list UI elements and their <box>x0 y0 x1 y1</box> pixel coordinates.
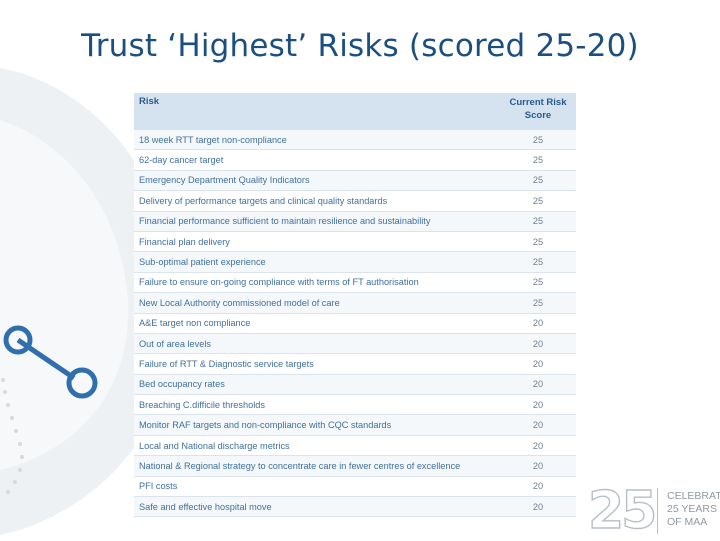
table-row: Monitor RAF targets and non-compliance w… <box>134 414 576 436</box>
table-row: Safe and effective hospital move 20 <box>134 496 576 518</box>
risk-cell: Bed occupancy rates <box>134 374 500 396</box>
header-row: Risk Current Risk Score <box>134 93 576 130</box>
risk-cell: Financial performance sufficient to main… <box>134 211 500 232</box>
risk-cell: Delivery of performance targets and clin… <box>134 190 500 212</box>
table-body: 18 week RTT target non-compliance 25 62-d… <box>134 130 576 518</box>
score-cell: 20 <box>500 394 576 416</box>
risk-cell: Emergency Department Quality Indicators <box>134 170 500 192</box>
risk-cell: Breaching C.difficile thresholds <box>134 394 500 416</box>
table-row: Failure to ensure on-going compliance wi… <box>134 272 576 294</box>
risk-cell: Local and National discharge metrics <box>134 435 500 457</box>
risk-cell: Out of area levels <box>134 333 500 355</box>
risk-cell: National & Regional strategy to concentr… <box>134 455 500 477</box>
score-cell: 25 <box>500 272 576 294</box>
table-row: Emergency Department Quality Indicators 2… <box>134 170 576 192</box>
table-row: New Local Authority commissioned model o… <box>134 292 576 314</box>
risk-table: Risk Current Risk Score 18 week RTT targ… <box>134 93 576 518</box>
risk-cell: 62-day cancer target <box>134 149 500 171</box>
table-row: 18 week RTT target non-compliance 25 <box>134 130 576 151</box>
score-cell: 25 <box>500 231 576 253</box>
logo-number: 25 <box>587 481 658 541</box>
table-row: Out of area levels 20 <box>134 333 576 355</box>
table-row: Failure of RTT & Diagnostic service targ… <box>134 353 576 375</box>
score-cell: 20 <box>500 333 576 355</box>
column-header-score: Current Risk Score <box>500 93 576 130</box>
table-row: Delivery of performance targets and clin… <box>134 190 576 212</box>
table-row: Local and National discharge metrics 20 <box>134 435 576 457</box>
table-row: Breaching C.difficile thresholds 20 <box>134 394 576 416</box>
score-cell: 25 <box>500 149 576 171</box>
score-cell: 20 <box>500 435 576 457</box>
table-row: Financial performance sufficient to main… <box>134 211 576 232</box>
risk-cell: Failure of RTT & Diagnostic service targ… <box>134 353 500 375</box>
score-cell: 20 <box>500 313 576 334</box>
table-row: Financial plan delivery 25 <box>134 231 576 253</box>
risk-cell: A&E target non compliance <box>134 313 500 334</box>
risk-cell: Monitor RAF targets and non-compliance w… <box>134 414 500 436</box>
table-row: Sub-optimal patient experience 25 <box>134 251 576 273</box>
score-cell: 20 <box>500 374 576 396</box>
logo-text: CELEBRATING 25 YEARS OF MAA <box>667 490 720 529</box>
score-cell: 25 <box>500 190 576 212</box>
score-cell: 20 <box>500 414 576 436</box>
table-row: PFI costs 20 <box>134 476 576 498</box>
logo-divider <box>657 488 658 534</box>
risk-cell: Safe and effective hospital move <box>134 496 500 518</box>
column-header-score-line1: Current Risk <box>509 97 567 108</box>
slide-title: Trust ‘Highest’ Risks (scored 25-20) <box>81 28 639 64</box>
risk-cell: Sub-optimal patient experience <box>134 251 500 273</box>
table-row: A&E target non compliance 20 <box>134 313 576 334</box>
column-header-risk: Risk <box>134 93 500 130</box>
score-cell: 20 <box>500 455 576 477</box>
score-cell: 25 <box>500 170 576 192</box>
risk-cell: PFI costs <box>134 476 500 498</box>
table-header: Risk Current Risk Score <box>134 93 576 130</box>
logo-line-1: CELEBRATING <box>667 490 720 502</box>
risk-cell: Failure to ensure on-going compliance wi… <box>134 272 500 294</box>
score-cell: 20 <box>500 353 576 375</box>
risk-cell: New Local Authority commissioned model o… <box>134 292 500 314</box>
score-cell: 20 <box>500 496 576 518</box>
column-header-score-line2: Score <box>524 110 552 121</box>
score-cell: 20 <box>500 476 576 498</box>
score-cell: 25 <box>500 211 576 232</box>
score-cell: 25 <box>500 292 576 314</box>
table-row: Bed occupancy rates 20 <box>134 374 576 396</box>
risk-cell: 18 week RTT target non-compliance <box>134 130 500 151</box>
table-row: 62-day cancer target 25 <box>134 149 576 171</box>
logo-line-3: OF MAA <box>667 516 708 528</box>
anniversary-logo: 25 CELEBRATING 25 YEARS OF MAA <box>587 481 720 541</box>
logo-line-2: 25 YEARS <box>667 503 718 515</box>
score-cell: 25 <box>500 130 576 151</box>
table-row: National & Regional strategy to concentr… <box>134 455 576 477</box>
score-cell: 25 <box>500 251 576 273</box>
risk-cell: Financial plan delivery <box>134 231 500 253</box>
